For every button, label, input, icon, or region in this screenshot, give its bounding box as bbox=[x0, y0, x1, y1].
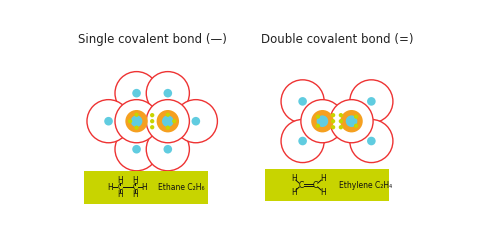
Circle shape bbox=[132, 89, 141, 97]
Circle shape bbox=[146, 100, 189, 143]
Circle shape bbox=[300, 100, 343, 143]
Circle shape bbox=[150, 119, 154, 123]
Text: H: H bbox=[320, 174, 325, 183]
Circle shape bbox=[156, 110, 179, 132]
Text: H: H bbox=[117, 176, 122, 185]
Circle shape bbox=[132, 145, 141, 154]
Text: Ethylene C₂H₄: Ethylene C₂H₄ bbox=[338, 181, 392, 190]
Circle shape bbox=[330, 125, 335, 129]
Circle shape bbox=[134, 126, 138, 130]
Circle shape bbox=[146, 128, 189, 171]
Circle shape bbox=[174, 100, 217, 143]
Circle shape bbox=[338, 119, 342, 123]
Circle shape bbox=[165, 126, 169, 130]
Circle shape bbox=[329, 100, 372, 143]
Circle shape bbox=[340, 110, 362, 132]
Bar bbox=[84, 171, 207, 204]
Circle shape bbox=[280, 80, 324, 123]
Circle shape bbox=[191, 117, 200, 126]
Circle shape bbox=[115, 72, 158, 115]
Circle shape bbox=[366, 137, 375, 145]
Circle shape bbox=[298, 97, 306, 106]
Text: H: H bbox=[132, 190, 138, 199]
Circle shape bbox=[146, 72, 189, 115]
Circle shape bbox=[128, 119, 132, 123]
Text: Ethane C₂H₆: Ethane C₂H₆ bbox=[158, 183, 204, 192]
Text: Double covalent bond (=): Double covalent bond (=) bbox=[260, 33, 412, 46]
Circle shape bbox=[134, 113, 138, 117]
Text: H: H bbox=[290, 174, 296, 183]
Circle shape bbox=[165, 113, 169, 117]
Text: H: H bbox=[290, 187, 296, 197]
Circle shape bbox=[104, 117, 113, 126]
Circle shape bbox=[353, 124, 358, 128]
Circle shape bbox=[163, 145, 172, 154]
Text: C: C bbox=[299, 181, 303, 190]
Circle shape bbox=[162, 115, 173, 127]
Circle shape bbox=[150, 113, 154, 117]
Circle shape bbox=[150, 125, 154, 129]
Text: H: H bbox=[320, 187, 325, 197]
Circle shape bbox=[115, 128, 158, 171]
Text: C: C bbox=[312, 181, 317, 190]
Circle shape bbox=[353, 114, 358, 119]
Circle shape bbox=[172, 119, 176, 123]
Circle shape bbox=[87, 100, 130, 143]
Circle shape bbox=[330, 113, 335, 117]
Circle shape bbox=[330, 119, 335, 123]
Text: Single covalent bond (—): Single covalent bond (—) bbox=[78, 33, 226, 46]
Text: C: C bbox=[117, 183, 122, 192]
Circle shape bbox=[315, 114, 319, 119]
Text: C: C bbox=[132, 183, 138, 192]
Circle shape bbox=[131, 115, 142, 127]
Circle shape bbox=[315, 124, 319, 128]
Text: H: H bbox=[108, 183, 113, 192]
Circle shape bbox=[115, 100, 158, 143]
Circle shape bbox=[298, 137, 306, 145]
Circle shape bbox=[366, 97, 375, 106]
Circle shape bbox=[338, 125, 342, 129]
Circle shape bbox=[311, 110, 333, 132]
Text: H: H bbox=[117, 190, 122, 199]
Bar bbox=[265, 169, 388, 201]
Circle shape bbox=[316, 115, 327, 127]
Circle shape bbox=[345, 115, 357, 127]
Circle shape bbox=[338, 113, 342, 117]
Circle shape bbox=[163, 89, 172, 97]
Circle shape bbox=[349, 80, 392, 123]
Text: H: H bbox=[141, 183, 147, 192]
Circle shape bbox=[280, 120, 324, 162]
Text: H: H bbox=[132, 176, 138, 185]
Circle shape bbox=[349, 120, 392, 162]
Circle shape bbox=[125, 110, 147, 132]
